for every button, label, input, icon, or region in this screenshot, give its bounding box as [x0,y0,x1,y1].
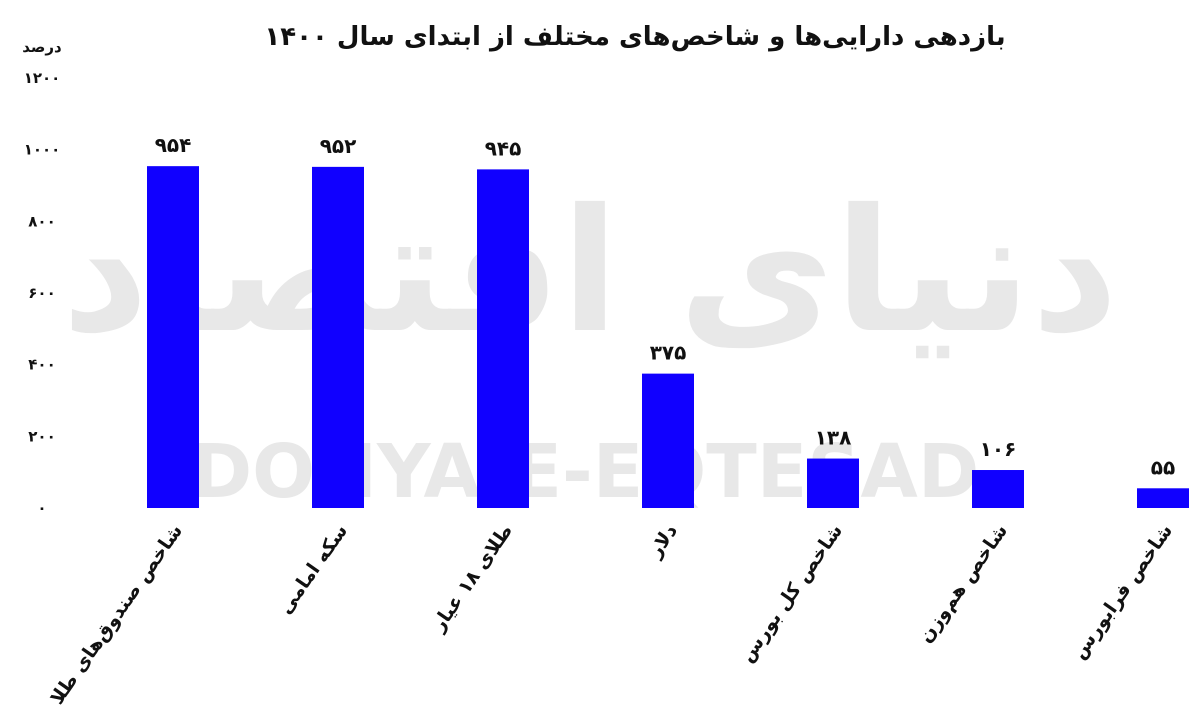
bar [1137,488,1189,508]
x-category-label: شاخص کل بورس [736,520,847,666]
x-category-label: دلار [644,520,683,562]
y-axis-label: درصد [22,38,62,56]
x-category-label: سکه امامی [274,520,352,618]
bar-value-label: ۹۴۵ [485,136,522,160]
y-tick-label: ۲۰۰ [28,427,55,445]
bar [147,166,199,508]
y-tick-label: ۰ [37,499,46,517]
bar-value-label: ۱۳۸ [815,426,852,450]
y-tick-label: ۱۰۰۰ [24,141,61,159]
chart-title: بازدهی دارایی‌ها و شاخص‌های مختلف از ابت… [264,22,1005,52]
y-tick-label: ۸۰۰ [28,212,55,230]
x-category-label: طلای ۱۸ عیار [427,520,517,636]
watermark-persian: دنیای اقتصاد [62,173,1119,371]
y-tick-label: ۱۲۰۰ [24,69,61,87]
bar [642,373,694,508]
x-category-label: شاخص صندوق‌های طلا [46,520,187,708]
bar [972,470,1024,508]
y-tick-label: ۶۰۰ [28,284,55,302]
bar-value-label: ۱۰۶ [980,437,1017,461]
bar-value-label: ۹۵۴ [155,133,192,157]
y-tick-label: ۴۰۰ [28,356,55,374]
bar [312,166,364,508]
bar-value-label: ۹۵۲ [320,134,357,158]
x-category-label: شاخص هم‌وزن [914,520,1012,647]
watermark-latin: DONYA-E-EQTESAD [191,429,980,515]
bar [477,169,529,508]
bar-value-label: ۳۷۵ [650,341,687,365]
x-category-label: شاخص فرابورس [1068,520,1177,663]
bar-value-label: ۵۵ [1151,455,1175,479]
bar [807,458,859,508]
